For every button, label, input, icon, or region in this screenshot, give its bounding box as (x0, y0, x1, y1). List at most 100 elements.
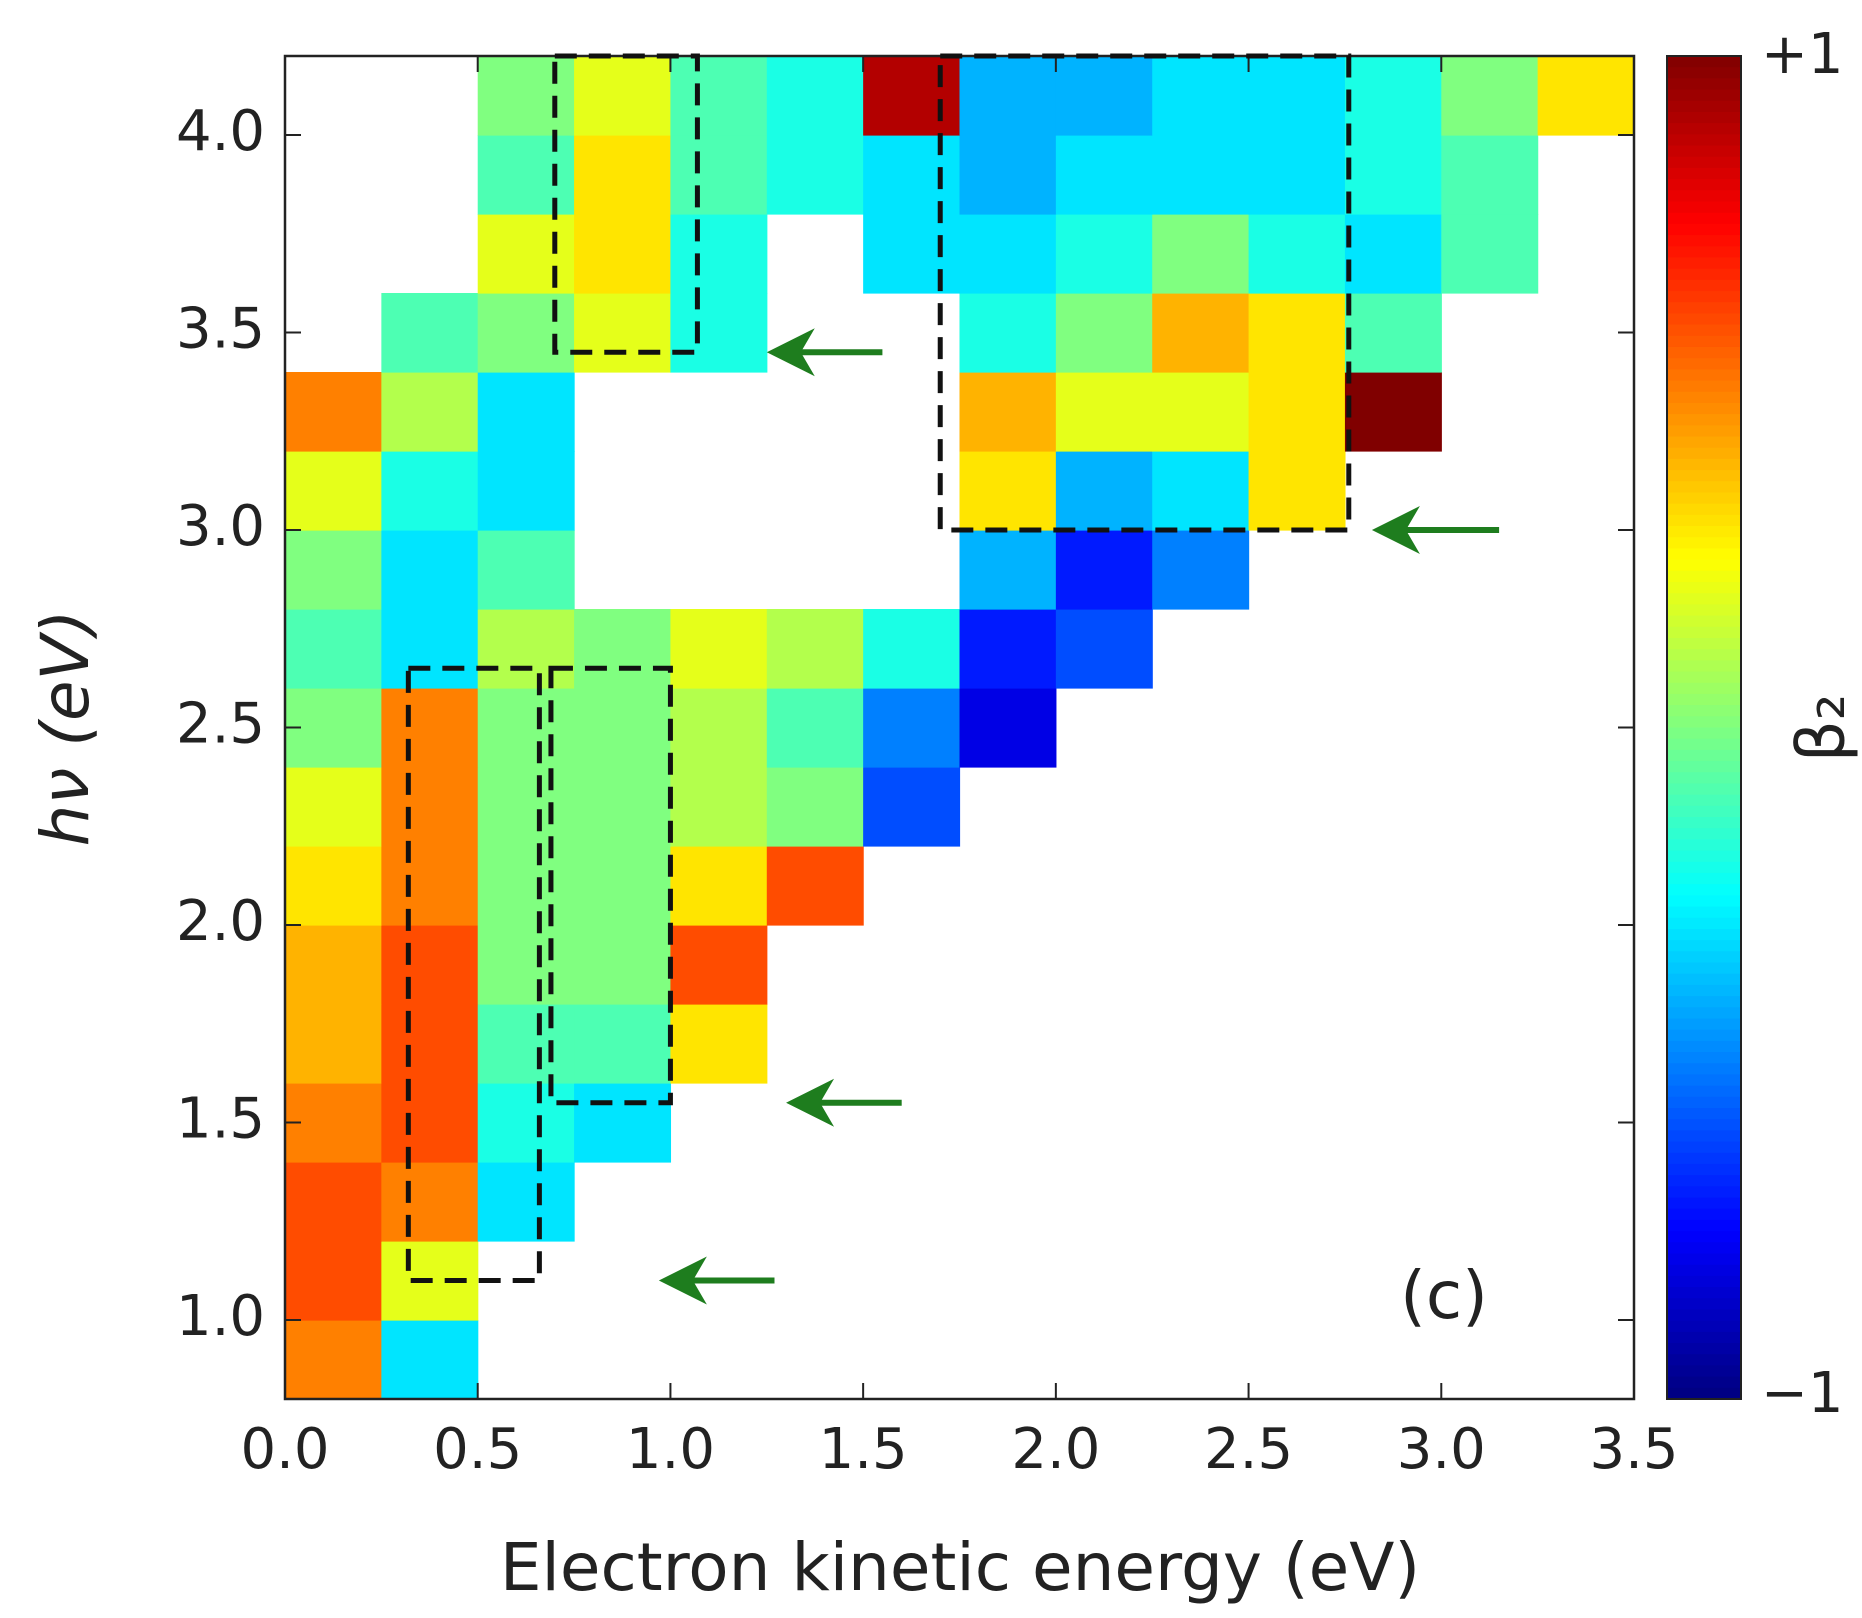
heatmap-cell (670, 135, 768, 215)
heatmap-cell (477, 846, 575, 926)
heatmap-cell (1344, 293, 1442, 373)
heatmap-cell (1152, 56, 1250, 136)
heatmap-cell (285, 1320, 382, 1400)
heatmap-cell (574, 293, 672, 373)
heatmap-cell (863, 214, 961, 294)
colorbar-segment (1667, 996, 1741, 1009)
heatmap-cell (381, 451, 479, 531)
colorbar-segment (1667, 145, 1741, 158)
x-tick-label: 2.0 (1011, 1417, 1100, 1482)
colorbar-segment (1667, 604, 1741, 617)
colorbar-segment (1667, 817, 1741, 830)
colorbar-segment (1667, 1331, 1741, 1344)
colorbar-segment (1667, 984, 1741, 997)
colorbar-segment (1667, 526, 1741, 539)
y-tick-label: 1.5 (176, 1087, 265, 1152)
colorbar-segment (1667, 235, 1741, 248)
heatmap-cell (477, 451, 575, 531)
colorbar-segment (1667, 962, 1741, 975)
x-tick-label: 0.5 (433, 1417, 522, 1482)
colorbar-segment (1667, 458, 1741, 471)
heatmap-cell (477, 214, 575, 294)
heatmap-cell (670, 56, 768, 136)
colorbar-segment (1667, 302, 1741, 315)
heatmap-cell (1055, 293, 1153, 373)
heatmap-cell (477, 372, 575, 452)
colorbar-segment (1667, 1387, 1741, 1400)
arrow (766, 328, 883, 377)
colorbar-segment (1667, 548, 1741, 561)
colorbar-segment (1667, 839, 1741, 852)
colorbar-segment (1667, 436, 1741, 449)
colorbar-segment (1667, 727, 1741, 740)
heatmap-cell (477, 925, 575, 1005)
region-box (552, 53, 700, 355)
colorbar-segment (1667, 772, 1741, 785)
heatmap-cell (863, 767, 961, 847)
heatmap-cell (1152, 214, 1250, 294)
colorbar-segment (1667, 78, 1741, 91)
colorbar-segment (1667, 705, 1741, 718)
colorbar-segment (1667, 447, 1741, 460)
x-tick-label: 0.0 (240, 1417, 329, 1482)
colorbar-segment (1667, 279, 1741, 292)
colorbar-segment (1667, 716, 1741, 729)
colorbar-segment (1667, 1007, 1741, 1020)
colorbar-segment (1667, 1175, 1741, 1188)
colorbar-segment (1667, 201, 1741, 214)
heatmap-cell (574, 214, 672, 294)
colorbar-segment (1667, 805, 1741, 818)
y-tick-label: 2.0 (176, 889, 265, 954)
heatmap-cell (959, 293, 1057, 373)
colorbar-segment (1667, 761, 1741, 774)
y-tick-label: 1.0 (176, 1284, 265, 1349)
colorbar-segment (1667, 156, 1741, 169)
colorbar-segment (1667, 626, 1741, 639)
colorbar-segment (1667, 1287, 1741, 1300)
colorbar-segment (1667, 906, 1741, 919)
colorbar-frame (1666, 55, 1742, 1400)
colorbar-segment (1667, 1354, 1741, 1367)
colorbar-segment (1667, 223, 1741, 236)
colorbar-segment (1667, 895, 1741, 908)
y-tick-label: 3.5 (176, 297, 265, 362)
colorbar-segment (1667, 212, 1741, 225)
region-box (937, 53, 1352, 533)
heatmap-cell (766, 609, 864, 689)
colorbar-segment (1667, 649, 1741, 662)
heatmap-cell (670, 293, 768, 373)
heatmap-cell (574, 846, 672, 926)
colorbar-segment (1667, 928, 1741, 941)
colorbar-segment (1667, 1052, 1741, 1065)
colorbar-segment (1667, 1141, 1741, 1154)
colorbar-segment (1667, 537, 1741, 550)
colorbar-segment (1667, 1186, 1741, 1199)
arrow-head (658, 1256, 707, 1305)
heatmap-cell (574, 688, 672, 768)
colorbar-segment (1667, 402, 1741, 415)
x-tick-label: 2.5 (1204, 1417, 1293, 1482)
x-tick-label: 3.0 (1397, 1417, 1486, 1482)
heatmap-cell (1344, 372, 1442, 452)
heatmap-cell (1248, 293, 1346, 373)
colorbar-segment (1667, 324, 1741, 337)
heatmap-cell (574, 925, 672, 1005)
colorbar-segment (1667, 268, 1741, 281)
heatmap-cell (1055, 214, 1153, 294)
colorbar-segment (1667, 1365, 1741, 1378)
heatmap-cell (285, 372, 382, 452)
colorbar-tick-label: +1 (1761, 22, 1844, 87)
colorbar-segment (1667, 582, 1741, 594)
x-tick-label: 1.5 (819, 1417, 908, 1482)
colorbar-segment (1667, 111, 1741, 124)
x-tick-label: 1.0 (626, 1417, 715, 1482)
colorbar-segment (1667, 56, 1741, 68)
heatmap-cell (285, 1004, 382, 1084)
heatmap-cell (285, 1162, 382, 1242)
heatmap-cell (670, 767, 768, 847)
colorbar-segment (1667, 1163, 1741, 1176)
heatmap-cell (285, 609, 382, 689)
heatmap-cell (863, 688, 961, 768)
heatmap-cell (477, 1083, 575, 1163)
colorbar-segment (1667, 1130, 1741, 1143)
